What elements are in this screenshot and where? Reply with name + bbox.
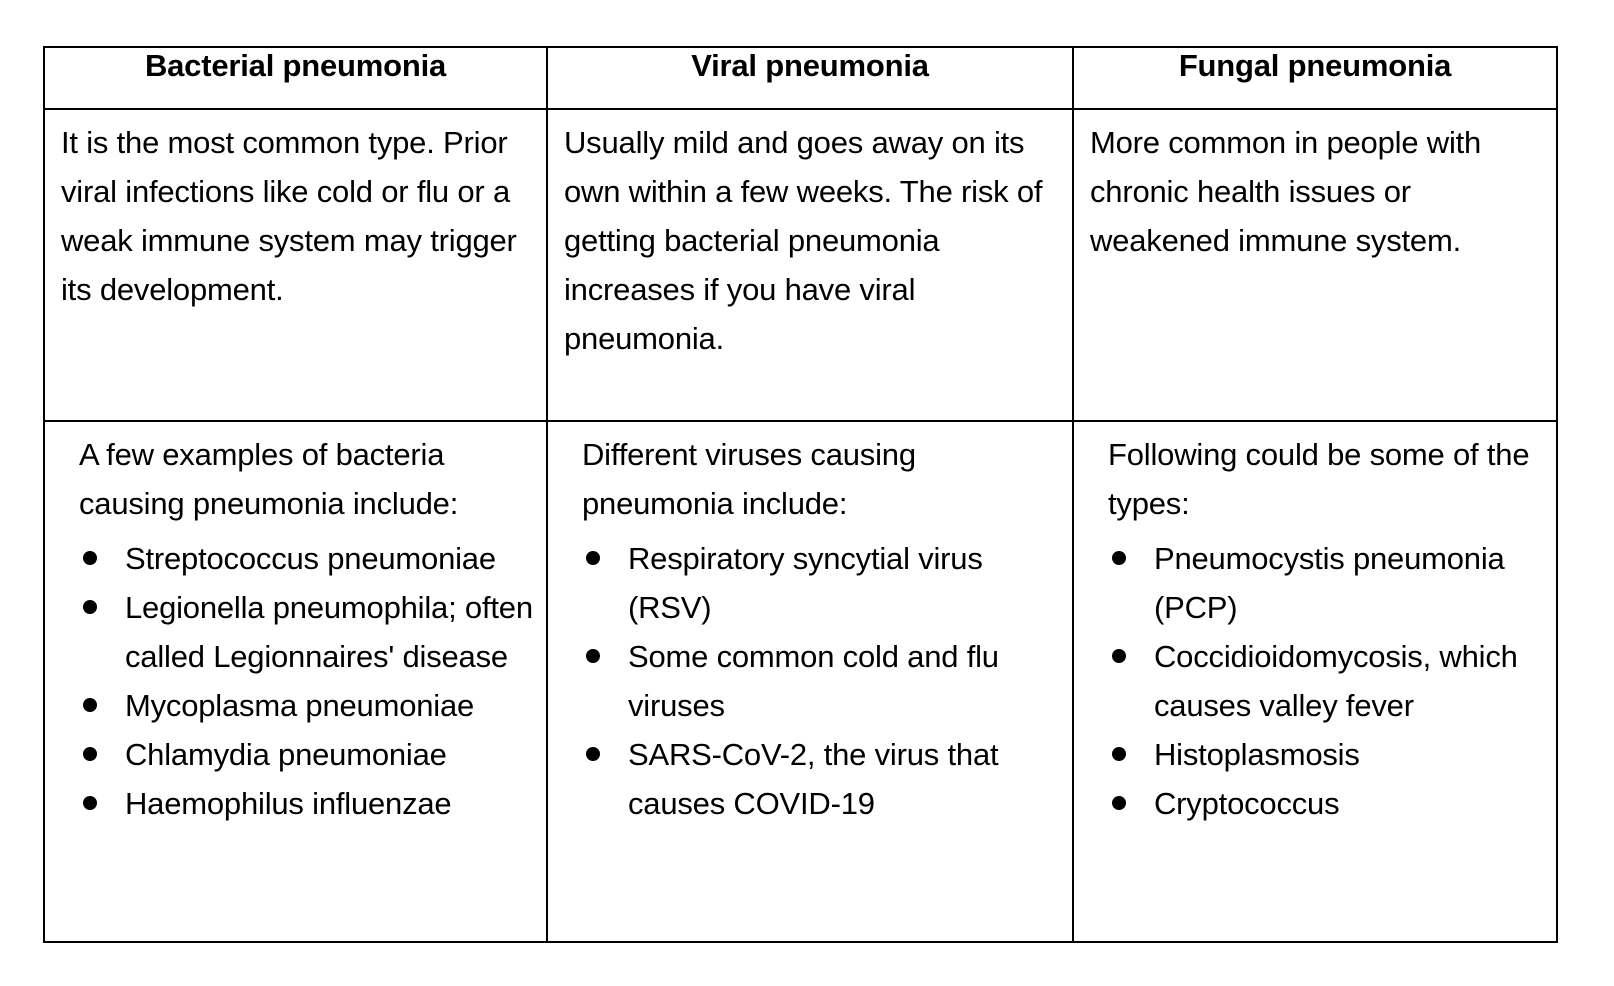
description-viral: Usually mild and goes away on its own wi… <box>564 125 1043 356</box>
list-item: Histoplasmosis <box>1108 730 1546 779</box>
header-row: Bacterial pneumonia Viral pneumonia Fung… <box>43 46 1558 110</box>
list-item: SARS-CoV-2, the virus that causes COVID-… <box>582 730 1062 828</box>
examples-intro-fungal: Following could be some of the types: <box>1108 437 1530 521</box>
bullet-icon <box>83 600 97 614</box>
list-item-text: Haemophilus influenzae <box>125 786 452 821</box>
list-item-text: Cryptococcus <box>1154 786 1340 821</box>
list-item: Cryptococcus <box>1108 779 1546 828</box>
examples-intro-viral: Different viruses causing pneumonia incl… <box>582 437 916 521</box>
bullet-icon <box>1112 649 1126 663</box>
list-item: Chlamydia pneumoniae <box>79 730 536 779</box>
header-fungal: Fungal pneumonia <box>1072 46 1558 110</box>
examples-row: A few examples of bacteria causing pneum… <box>43 420 1558 943</box>
examples-list-bacterial: Streptococcus pneumoniae Legionella pneu… <box>79 534 536 828</box>
list-item: Mycoplasma pneumoniae <box>79 681 536 730</box>
bullet-icon <box>83 698 97 712</box>
list-item-text: SARS-CoV-2, the virus that causes COVID-… <box>628 737 999 821</box>
list-item: Some common cold and flu viruses <box>582 632 1062 730</box>
examples-cell-viral: Different viruses causing pneumonia incl… <box>546 420 1074 943</box>
desc-cell-viral: Usually mild and goes away on its own wi… <box>546 108 1074 422</box>
list-item-text: Histoplasmosis <box>1154 737 1360 772</box>
bullet-icon <box>1112 551 1126 565</box>
pneumonia-types-table: Bacterial pneumonia Viral pneumonia Fung… <box>43 46 1558 943</box>
bullet-icon <box>83 551 97 565</box>
list-item-text: Legionella pneumophila; often called Leg… <box>125 590 533 674</box>
list-item: Respiratory syncytial virus (RSV) <box>582 534 1062 632</box>
examples-cell-fungal: Following could be some of the types: Pn… <box>1072 420 1558 943</box>
header-viral: Viral pneumonia <box>546 46 1074 110</box>
bullet-icon <box>586 747 600 761</box>
bullet-icon <box>586 649 600 663</box>
bullet-icon <box>83 747 97 761</box>
list-item-text: Coccidioidomycosis, which causes valley … <box>1154 639 1518 723</box>
header-bacterial: Bacterial pneumonia <box>43 46 548 110</box>
list-item-text: Chlamydia pneumoniae <box>125 737 447 772</box>
list-item: Haemophilus influenzae <box>79 779 536 828</box>
examples-cell-bacterial: A few examples of bacteria causing pneum… <box>43 420 548 943</box>
list-item-text: Pneumocystis pneumonia (PCP) <box>1154 541 1505 625</box>
desc-cell-fungal: More common in people with chronic healt… <box>1072 108 1558 422</box>
examples-list-fungal: Pneumocystis pneumonia (PCP) Coccidioido… <box>1108 534 1546 828</box>
list-item-text: Mycoplasma pneumoniae <box>125 688 475 723</box>
examples-list-viral: Respiratory syncytial virus (RSV) Some c… <box>582 534 1062 828</box>
description-bacterial: It is the most common type. Prior viral … <box>61 125 517 307</box>
list-item-text: Streptococcus pneumoniae <box>125 541 496 576</box>
list-item: Legionella pneumophila; often called Leg… <box>79 583 536 681</box>
list-item-text: Respiratory syncytial virus (RSV) <box>628 541 983 625</box>
bullet-icon <box>586 551 600 565</box>
list-item-text: Some common cold and flu viruses <box>628 639 999 723</box>
bullet-icon <box>83 796 97 810</box>
list-item: Pneumocystis pneumonia (PCP) <box>1108 534 1546 632</box>
desc-cell-bacterial: It is the most common type. Prior viral … <box>43 108 548 422</box>
description-row: It is the most common type. Prior viral … <box>43 108 1558 422</box>
bullet-icon <box>1112 747 1126 761</box>
examples-intro-bacterial: A few examples of bacteria causing pneum… <box>79 437 459 521</box>
description-fungal: More common in people with chronic healt… <box>1090 125 1482 258</box>
bullet-icon <box>1112 796 1126 810</box>
list-item: Streptococcus pneumoniae <box>79 534 536 583</box>
list-item: Coccidioidomycosis, which causes valley … <box>1108 632 1546 730</box>
